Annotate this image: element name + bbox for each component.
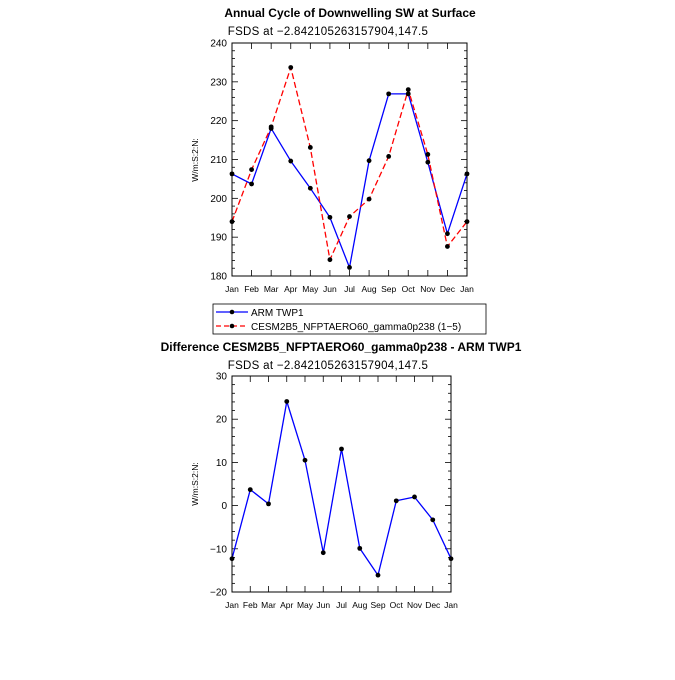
x-tick-label: Nov <box>407 600 423 610</box>
y-tick-label: 0 <box>221 501 227 512</box>
x-tick-label: Oct <box>390 600 404 610</box>
y-tick-label: 210 <box>210 155 227 166</box>
y-tick-label: 30 <box>216 372 228 383</box>
y-tick-label: −10 <box>210 544 227 555</box>
plot-frame <box>231 375 452 593</box>
data-point <box>307 145 313 150</box>
data-point <box>430 517 436 523</box>
data-point <box>347 214 352 219</box>
x-tick-label: Sep <box>381 284 396 294</box>
x-tick-label: Feb <box>243 600 258 610</box>
data-point <box>327 257 333 263</box>
y-tick-label: 220 <box>210 116 227 127</box>
data-point <box>302 457 308 463</box>
x-tick-label: Jul <box>336 600 347 610</box>
x-tick-label: Jan <box>225 284 239 294</box>
x-tick-label: Dec <box>440 284 456 294</box>
x-tick-label: Jun <box>323 284 337 294</box>
data-point <box>284 399 290 404</box>
data-point <box>288 65 294 70</box>
x-tick-label: May <box>302 284 319 294</box>
chart-subtitle: FSDS at −2.842105263157904,147.5 <box>228 26 428 38</box>
legend-box <box>212 303 487 335</box>
x-tick-label: May <box>297 600 314 610</box>
chart-title: Annual Cycle of Downwelling SW at Surfac… <box>224 6 476 20</box>
y-tick-label: 10 <box>216 458 228 469</box>
y-axis-label: W/m:S:2:N: <box>190 462 200 505</box>
x-tick-label: Jul <box>344 284 355 294</box>
series-line-0 <box>231 93 468 269</box>
data-point <box>366 158 372 164</box>
data-point <box>366 196 372 202</box>
data-point <box>445 244 450 249</box>
chart-title: Difference CESM2B5_NFPTAERO60_gamma0p238… <box>161 340 522 354</box>
y-tick-label: 180 <box>210 272 227 283</box>
legend: ARM TWP1 CESM2B5_NFPTAERO60_gamma0p238 (… <box>212 303 487 335</box>
data-point <box>425 152 431 157</box>
data-point <box>393 498 399 504</box>
x-tick-label: Feb <box>244 284 259 294</box>
y-tick-label: 200 <box>210 194 227 205</box>
x-tick-label: Jan <box>460 284 474 294</box>
data-point <box>412 494 417 500</box>
data-point <box>445 231 450 237</box>
x-tick-label: Aug <box>362 284 377 294</box>
data-point <box>247 487 253 493</box>
y-tick-label: 20 <box>216 415 228 426</box>
difference-chart: Difference CESM2B5_NFPTAERO60_gamma0p238… <box>161 340 522 610</box>
data-point <box>339 446 344 452</box>
plot-frame <box>231 42 468 277</box>
legend-marker-obs <box>229 309 235 315</box>
data-point <box>307 185 313 191</box>
x-tick-label: Aug <box>352 600 367 610</box>
data-point <box>375 572 381 578</box>
data-point <box>425 159 431 165</box>
x-tick-label: Jun <box>316 600 330 610</box>
x-tick-label: Dec <box>425 600 441 610</box>
y-axis-label: W/m:S:2:N: <box>190 138 200 181</box>
data-point <box>249 167 254 172</box>
legend-label-model: CESM2B5_NFPTAERO60_gamma0p238 (1−5) <box>251 322 461 333</box>
y-tick-label: 240 <box>210 39 227 50</box>
x-tick-label: Jan <box>225 600 239 610</box>
x-tick-label: Oct <box>402 284 416 294</box>
series-line-0 <box>231 400 452 576</box>
legend-marker-model <box>229 323 235 329</box>
x-tick-label: Apr <box>284 284 297 294</box>
data-point <box>347 265 352 270</box>
y-tick-label: 190 <box>210 233 227 244</box>
x-tick-label: Apr <box>280 600 293 610</box>
data-point <box>320 550 326 556</box>
data-point <box>405 87 411 92</box>
annual-cycle-chart: Annual Cycle of Downwelling SW at Surfac… <box>190 6 476 294</box>
chart-subtitle: FSDS at −2.842105263157904,147.5 <box>228 360 428 372</box>
x-tick-label: Mar <box>264 284 279 294</box>
x-tick-label: Mar <box>261 600 276 610</box>
y-tick-label: −20 <box>210 588 227 599</box>
data-point <box>357 545 363 551</box>
data-point <box>288 158 294 164</box>
data-point <box>386 91 392 97</box>
data-point <box>405 91 411 97</box>
y-tick-label: 230 <box>210 77 227 88</box>
legend-label-obs: ARM TWP1 <box>251 308 304 319</box>
data-point <box>268 124 274 130</box>
x-tick-label: Jan <box>444 600 458 610</box>
data-point <box>266 501 271 507</box>
data-point <box>386 153 392 159</box>
data-point <box>327 214 333 220</box>
series-line-1 <box>231 66 468 261</box>
data-point <box>249 181 254 187</box>
x-tick-label: Sep <box>370 600 385 610</box>
x-tick-label: Nov <box>420 284 436 294</box>
